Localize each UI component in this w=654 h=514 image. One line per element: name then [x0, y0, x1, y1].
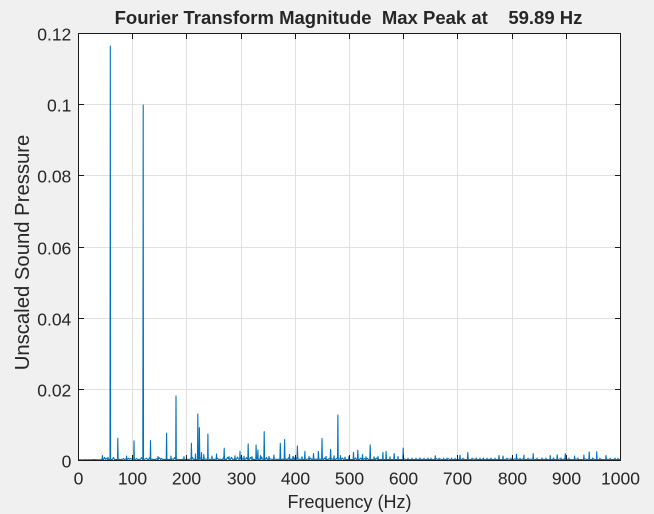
- svg-text:Frequency (Hz): Frequency (Hz): [287, 492, 411, 512]
- svg-text:700: 700: [443, 469, 472, 489]
- svg-text:100: 100: [118, 469, 147, 489]
- svg-text:0.1: 0.1: [47, 96, 71, 116]
- svg-text:Unscaled Sound Pressure: Unscaled Sound Pressure: [12, 135, 34, 371]
- svg-text:0: 0: [62, 452, 72, 472]
- svg-text:400: 400: [281, 469, 310, 489]
- svg-text:300: 300: [227, 469, 256, 489]
- svg-text:0.12: 0.12: [37, 25, 71, 45]
- svg-text:0.04: 0.04: [37, 310, 71, 330]
- svg-text:800: 800: [498, 469, 527, 489]
- svg-text:0.02: 0.02: [37, 381, 71, 401]
- svg-text:500: 500: [335, 469, 364, 489]
- svg-text:900: 900: [552, 469, 581, 489]
- svg-text:0.08: 0.08: [37, 167, 71, 187]
- svg-text:Fourier Transform Magnitude M: Fourier Transform Magnitude Max Peak at …: [115, 7, 583, 28]
- svg-text:0: 0: [74, 469, 84, 489]
- svg-text:200: 200: [172, 469, 201, 489]
- svg-text:600: 600: [389, 469, 418, 489]
- svg-text:0.06: 0.06: [37, 239, 71, 259]
- svg-text:1000: 1000: [601, 469, 640, 489]
